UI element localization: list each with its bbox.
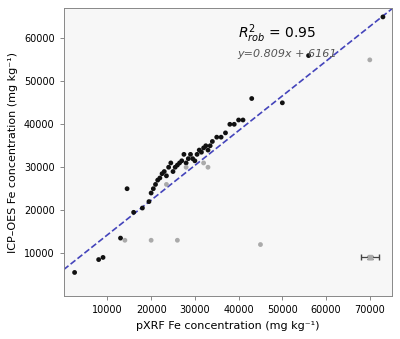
Point [150, 186, 156, 192]
Point [366, 57, 373, 63]
Point [163, 182, 170, 187]
Point [152, 182, 159, 187]
Point [187, 152, 194, 157]
Point [166, 164, 172, 170]
Point [96, 257, 102, 262]
Text: $R^2_{rob}$ = 0.95: $R^2_{rob}$ = 0.95 [238, 23, 316, 45]
X-axis label: pXRF Fe concentration (mg kg⁻¹): pXRF Fe concentration (mg kg⁻¹) [136, 321, 320, 331]
Point [198, 149, 205, 155]
Point [157, 175, 163, 181]
Point [190, 156, 196, 161]
Point [154, 177, 161, 183]
Point [148, 238, 154, 243]
Point [222, 130, 229, 136]
Point [183, 160, 189, 166]
Point [200, 145, 207, 151]
Point [185, 156, 192, 161]
Point [159, 171, 165, 176]
Point [183, 164, 189, 170]
Point [174, 162, 180, 168]
Point [248, 96, 255, 101]
Point [380, 14, 386, 20]
Point [172, 164, 178, 170]
Text: y=0.809x + 6161: y=0.809x + 6161 [238, 48, 337, 59]
Point [218, 135, 224, 140]
Point [130, 210, 137, 215]
Point [194, 152, 200, 157]
Point [227, 122, 233, 127]
Point [163, 173, 170, 179]
Point [257, 242, 264, 247]
Point [117, 235, 124, 241]
Point [279, 100, 286, 105]
Point [240, 117, 246, 123]
Point [100, 255, 106, 260]
Point [174, 238, 180, 243]
Point [161, 169, 168, 174]
Y-axis label: ICP–OES Fe concentration (mg kg⁻¹): ICP–OES Fe concentration (mg kg⁻¹) [8, 52, 18, 253]
Point [176, 160, 183, 166]
Point [72, 270, 78, 275]
Point [196, 147, 202, 153]
Point [139, 205, 146, 211]
Point [181, 152, 187, 157]
Point [205, 164, 211, 170]
Point [178, 158, 185, 163]
Point [235, 117, 242, 123]
Point [148, 190, 154, 196]
Point [209, 139, 216, 144]
Point [305, 53, 312, 58]
Point [202, 143, 209, 148]
Point [170, 169, 176, 174]
Point [168, 160, 174, 166]
Point [214, 135, 220, 140]
Point [146, 199, 152, 204]
Point [124, 186, 130, 192]
Point [200, 160, 207, 166]
Point [231, 122, 238, 127]
Point [122, 238, 128, 243]
Point [207, 143, 213, 148]
Point [192, 158, 198, 163]
Point [205, 147, 211, 153]
